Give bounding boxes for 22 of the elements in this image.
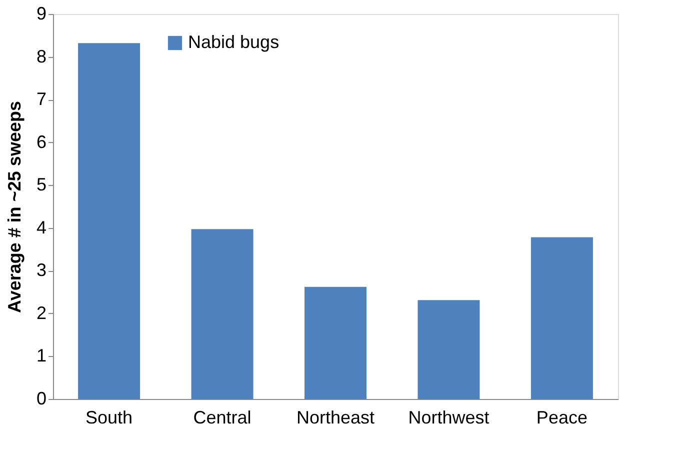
y-tick-label: 0 [36, 388, 46, 408]
bar [191, 229, 254, 399]
y-tick-label: 6 [36, 132, 46, 152]
bar [304, 286, 366, 399]
y-tick-label: 4 [36, 217, 46, 238]
bar [78, 43, 140, 399]
x-tick-label: Northwest [408, 408, 490, 428]
y-tick-label: 3 [36, 260, 46, 280]
bar [418, 300, 480, 399]
y-tick-label: 7 [36, 89, 46, 110]
x-tick-label: Peace [536, 408, 588, 428]
x-tick-label: Northeast [296, 408, 375, 428]
bar [530, 237, 593, 399]
y-tick-label: 2 [36, 302, 46, 323]
y-tick-label: 8 [36, 46, 46, 66]
y-tick-label: 5 [36, 174, 46, 195]
y-tick-label: 1 [36, 346, 46, 366]
x-tick-label: Central [193, 408, 252, 428]
y-tick-label: 9 [36, 4, 46, 24]
legend-label: Nabid bugs [188, 32, 280, 52]
y-axis-title: Average # in ~25 sweeps [4, 101, 24, 313]
x-tick-label: South [86, 408, 133, 428]
